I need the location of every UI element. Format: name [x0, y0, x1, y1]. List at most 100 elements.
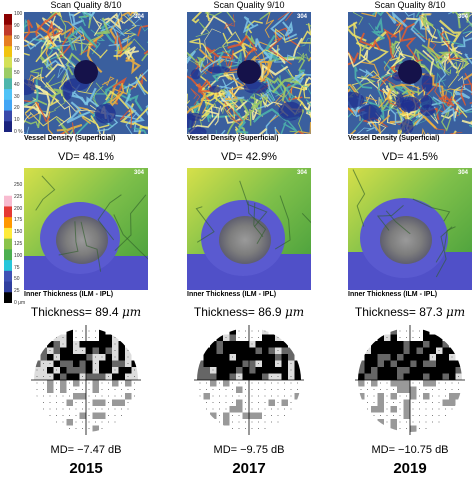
- vf-dot: [419, 337, 420, 338]
- vf-cell: [262, 347, 269, 354]
- vf-cell: [358, 367, 365, 374]
- vessel-segment: [195, 21, 210, 37]
- vf-cell: [410, 393, 417, 400]
- mean-deviation-value: MD= −7.47 dB: [50, 444, 122, 456]
- vessel-segment: [406, 17, 438, 40]
- vf-dot: [219, 382, 220, 384]
- vf-dot: [406, 337, 407, 338]
- vf-cell: [236, 399, 243, 406]
- vf-dot: [245, 402, 246, 403]
- thickness-scale-label: 125: [14, 241, 23, 247]
- vf-dot: [82, 350, 83, 351]
- vf-cell: [236, 354, 243, 361]
- vf-cell: [210, 354, 217, 361]
- vessel-segment: [305, 99, 311, 115]
- vf-cell: [216, 347, 223, 354]
- vf-cell: [60, 367, 67, 374]
- vf-dot: [386, 415, 388, 416]
- vf-dot: [88, 421, 90, 423]
- vf-dot: [258, 428, 259, 429]
- vf-cell: [223, 419, 230, 426]
- vessel-segment: [359, 46, 389, 64]
- vf-dot: [43, 369, 44, 371]
- vf-cell: [268, 360, 275, 367]
- vf-cell: [203, 360, 210, 367]
- vessel-segment: [258, 60, 273, 77]
- vessel-segment: [47, 111, 54, 134]
- vf-cell: [442, 399, 449, 406]
- vessel-segment: [59, 27, 74, 60]
- vf-dot: [399, 428, 401, 429]
- vf-dot: [438, 415, 440, 416]
- vd-scale-label: 100: [14, 11, 23, 17]
- vf-dot: [49, 408, 51, 410]
- vf-dot: [425, 402, 427, 403]
- vessel-density-value: VD= 41.5%: [382, 151, 438, 163]
- vf-dot: [108, 415, 109, 416]
- vf-dot: [82, 337, 83, 338]
- vf-cell: [86, 367, 93, 374]
- vf-cell: [92, 347, 99, 354]
- inner-thickness-caption: Inner Thickness (ILM - IPL): [348, 291, 438, 298]
- vf-dot: [277, 415, 279, 416]
- vessel-segment: [24, 44, 30, 47]
- vf-cell: [371, 347, 378, 354]
- vf-dot: [114, 389, 116, 390]
- vf-dot: [277, 376, 279, 377]
- vf-dot: [88, 382, 90, 384]
- vf-cell: [242, 373, 249, 380]
- vf-cell: [255, 412, 262, 419]
- vessel-segment: [42, 26, 75, 41]
- vessel-segment: [297, 36, 311, 60]
- vessel-segment: [348, 21, 367, 42]
- vessel-shadow: [352, 169, 366, 227]
- vf-cell: [390, 406, 397, 413]
- vf-dot: [458, 389, 459, 390]
- vf-dot: [245, 408, 246, 410]
- vf-cell: [371, 406, 378, 413]
- vessel-segment: [204, 99, 212, 123]
- vf-cell: [449, 347, 456, 354]
- low-density-patch: [400, 99, 415, 113]
- vf-dot: [82, 408, 83, 410]
- vessel-segment: [56, 43, 65, 60]
- vf-dot: [264, 415, 266, 416]
- vf-dot: [206, 402, 207, 403]
- inner-thickness-caption: Inner Thickness (ILM - IPL): [24, 291, 114, 298]
- vf-cell: [410, 360, 417, 367]
- vf-cell: [92, 399, 99, 406]
- vf-dot: [36, 369, 38, 371]
- vf-cell: [197, 367, 204, 374]
- vf-dot: [114, 356, 116, 358]
- vf-cell: [118, 341, 125, 348]
- vf-cell: [358, 360, 365, 367]
- vf-dot: [438, 408, 440, 410]
- vf-dot: [238, 415, 240, 416]
- vf-dot: [445, 395, 446, 397]
- vf-dot: [82, 382, 83, 384]
- vessel-segment: [437, 94, 455, 107]
- vf-dot: [225, 337, 227, 338]
- vf-dot: [251, 421, 253, 423]
- vessel-segment: [187, 93, 191, 105]
- vessel-shadow: [58, 221, 79, 256]
- vf-cell: [203, 373, 210, 380]
- vf-cell: [66, 341, 73, 348]
- vessel-segment: [116, 38, 130, 58]
- vessel-density-map: [24, 12, 148, 134]
- vessel-segment: [138, 126, 148, 134]
- vf-cell: [371, 373, 378, 380]
- vessel-segment: [244, 35, 258, 60]
- vf-dot: [251, 337, 253, 338]
- thickness-value-text: Thickness= 89.4: [30, 305, 122, 319]
- vf-cell: [371, 360, 378, 367]
- vessel-segment: [379, 96, 394, 113]
- thickness-scale-swatch: [4, 206, 12, 218]
- vf-cell: [125, 367, 132, 374]
- vf-dot: [258, 389, 259, 390]
- vessel-segment: [280, 118, 298, 134]
- vf-cell: [86, 347, 93, 354]
- vf-cell: [436, 373, 443, 380]
- vf-dot: [445, 389, 446, 390]
- vessel-segment: [200, 15, 233, 36]
